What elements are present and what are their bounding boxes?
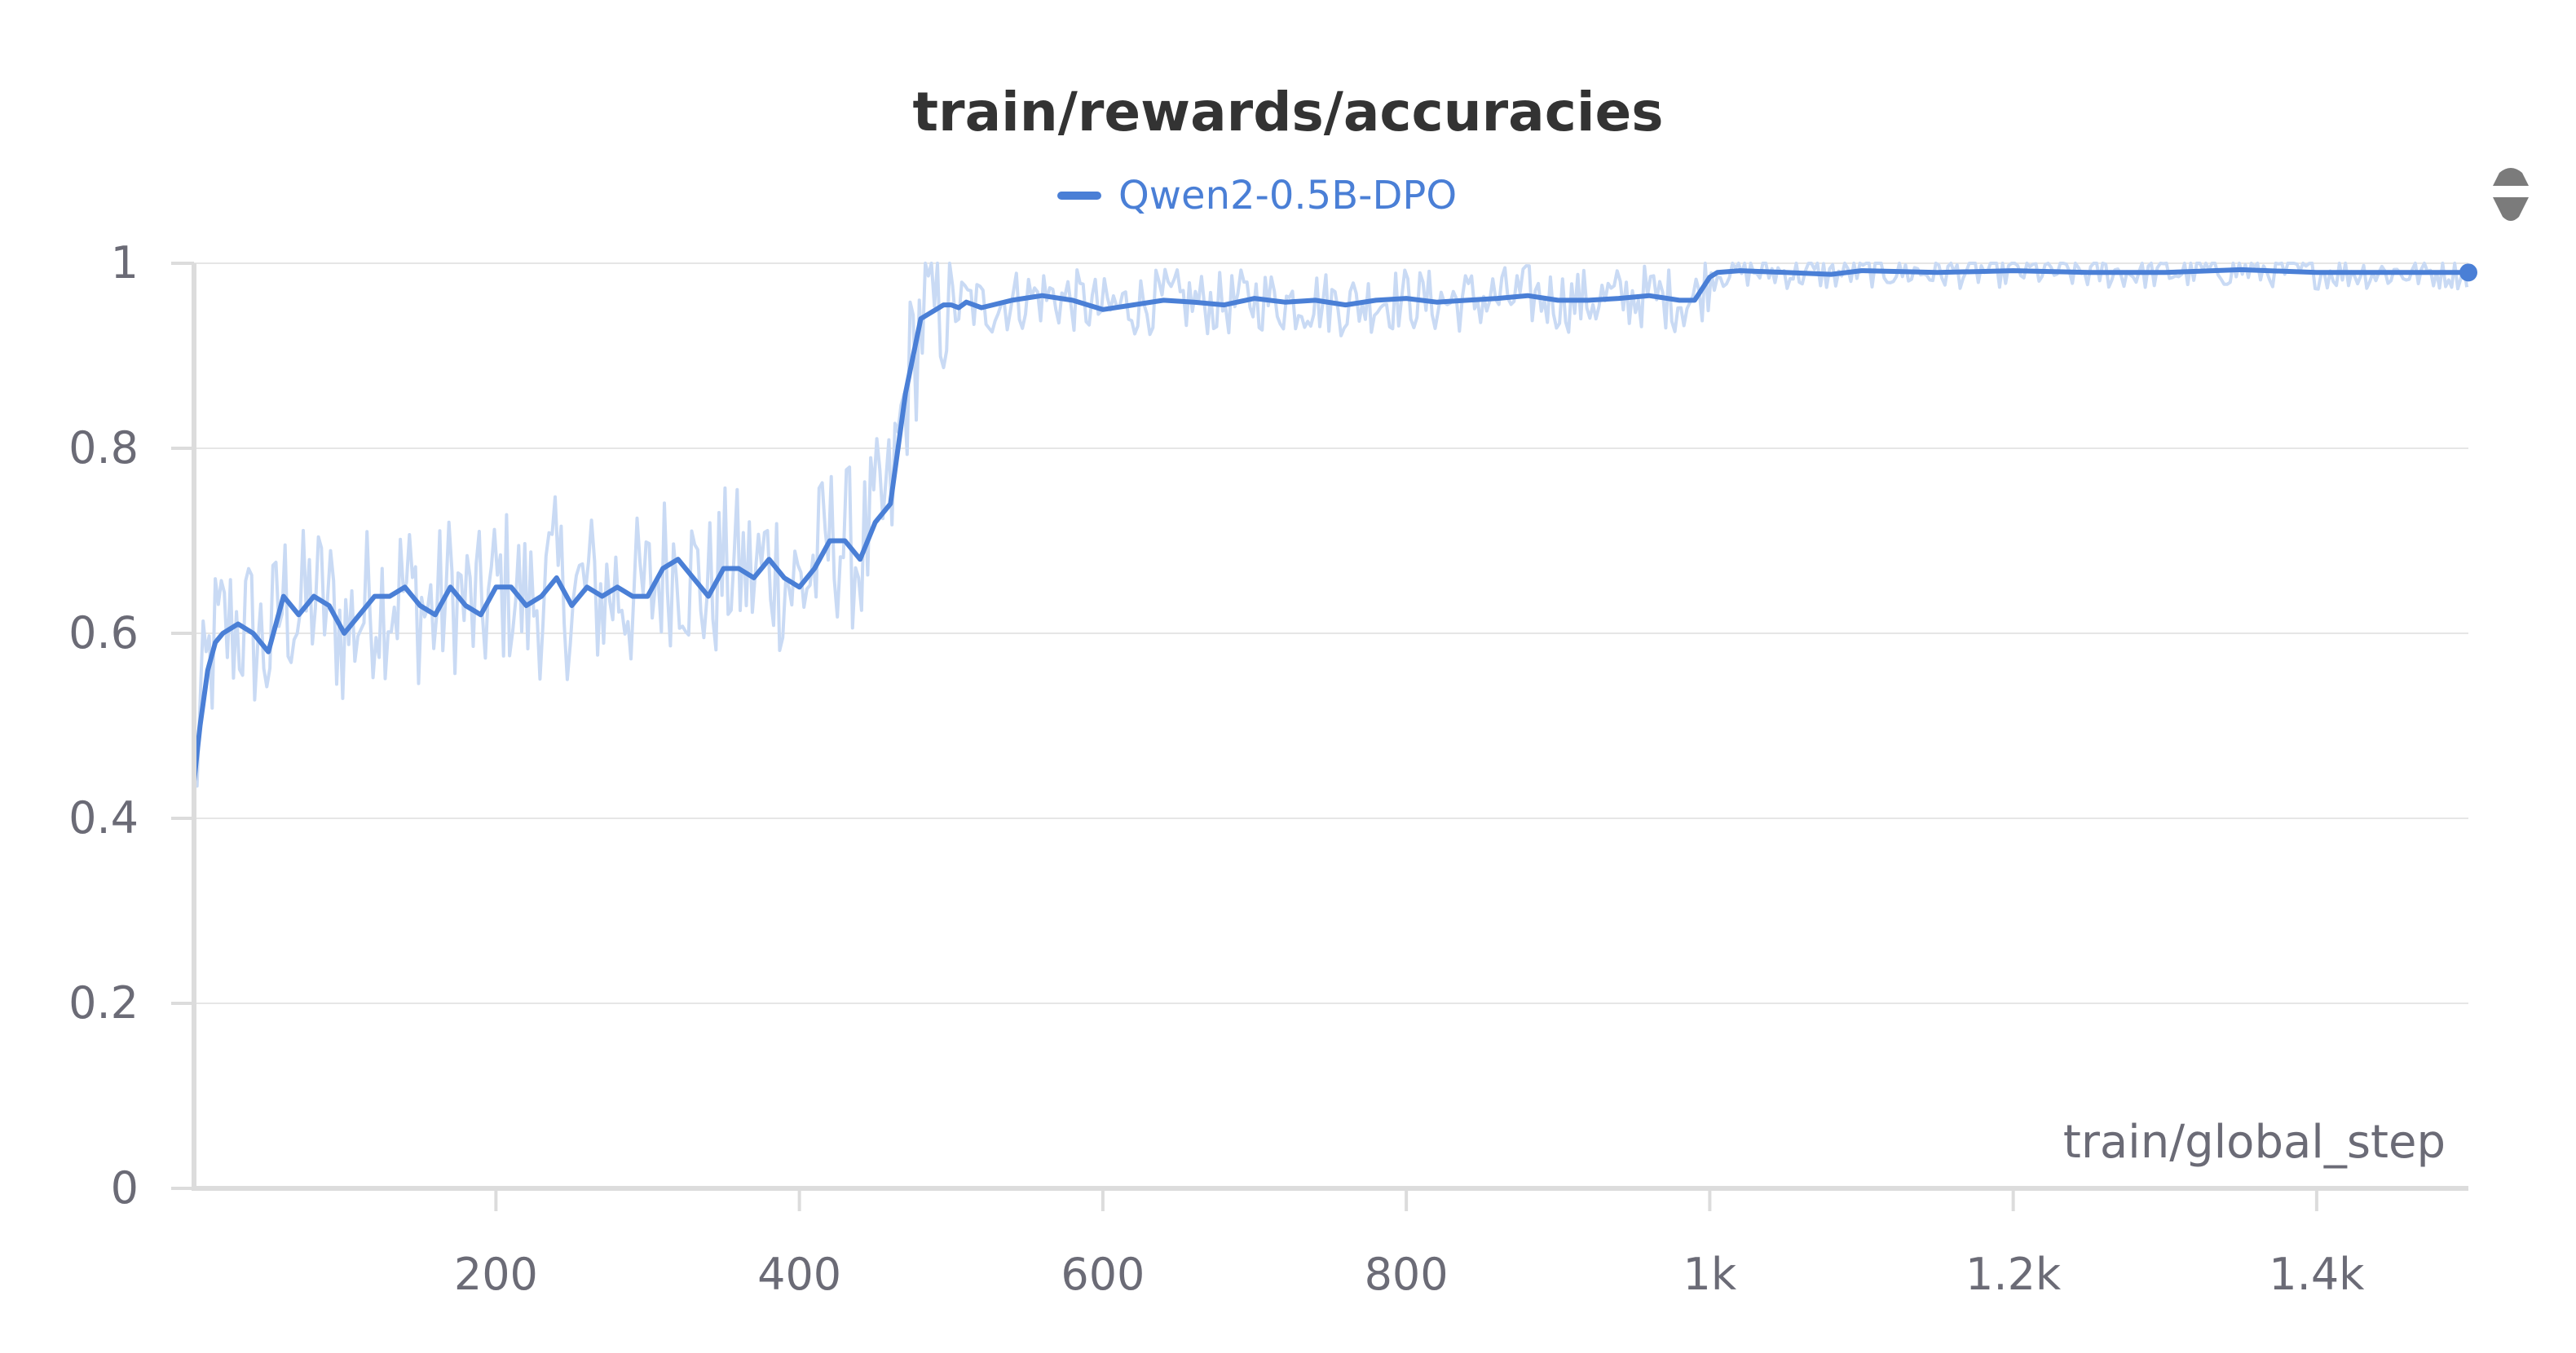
y-tick-label: 0 [111,1162,139,1214]
grid [194,262,2468,1004]
x-tick-label: 1.2k [1965,1249,2062,1300]
scroll-down-arrow-icon[interactable] [2493,197,2529,221]
legend-label: Qwen2-0.5B-DPO [1118,173,1457,218]
y-tick-label: 1 [111,237,139,289]
legend[interactable]: Qwen2-0.5B-DPO [1057,173,1457,218]
chart-title: train/rewards/accuracies [912,81,1663,143]
y-tick-label: 0.2 [68,977,139,1029]
legend-scroll-icon[interactable] [2493,168,2529,221]
raw-series-layer [192,262,2469,788]
y-tick-label: 0.6 [68,607,139,659]
x-tick-label: 800 [1365,1249,1449,1300]
x-tick-label: 400 [757,1249,841,1300]
x-tick-label: 600 [1061,1249,1145,1300]
x-axis-label: train/global_step [2063,1116,2446,1169]
y-tick-label: 0.8 [68,422,139,474]
x-axis-ticks: 200 400 600 800 1k 1.2k 1.4k [454,1188,2365,1300]
y-axis-ticks: 0 0.2 0.4 0.6 0.8 1 [68,237,194,1214]
raw-series-line [192,262,2469,788]
x-tick-label: 1.4k [2269,1249,2365,1300]
series-end-point[interactable] [2459,263,2477,282]
series-layer [192,263,2477,782]
x-tick-label: 200 [454,1249,538,1300]
axes [192,263,2468,1191]
scroll-up-arrow-icon[interactable] [2493,168,2529,186]
series-line-qwen2-0-5b-dpo[interactable] [192,267,2468,782]
y-tick-label: 0.4 [68,792,139,844]
x-tick-label: 1k [1683,1249,1737,1300]
